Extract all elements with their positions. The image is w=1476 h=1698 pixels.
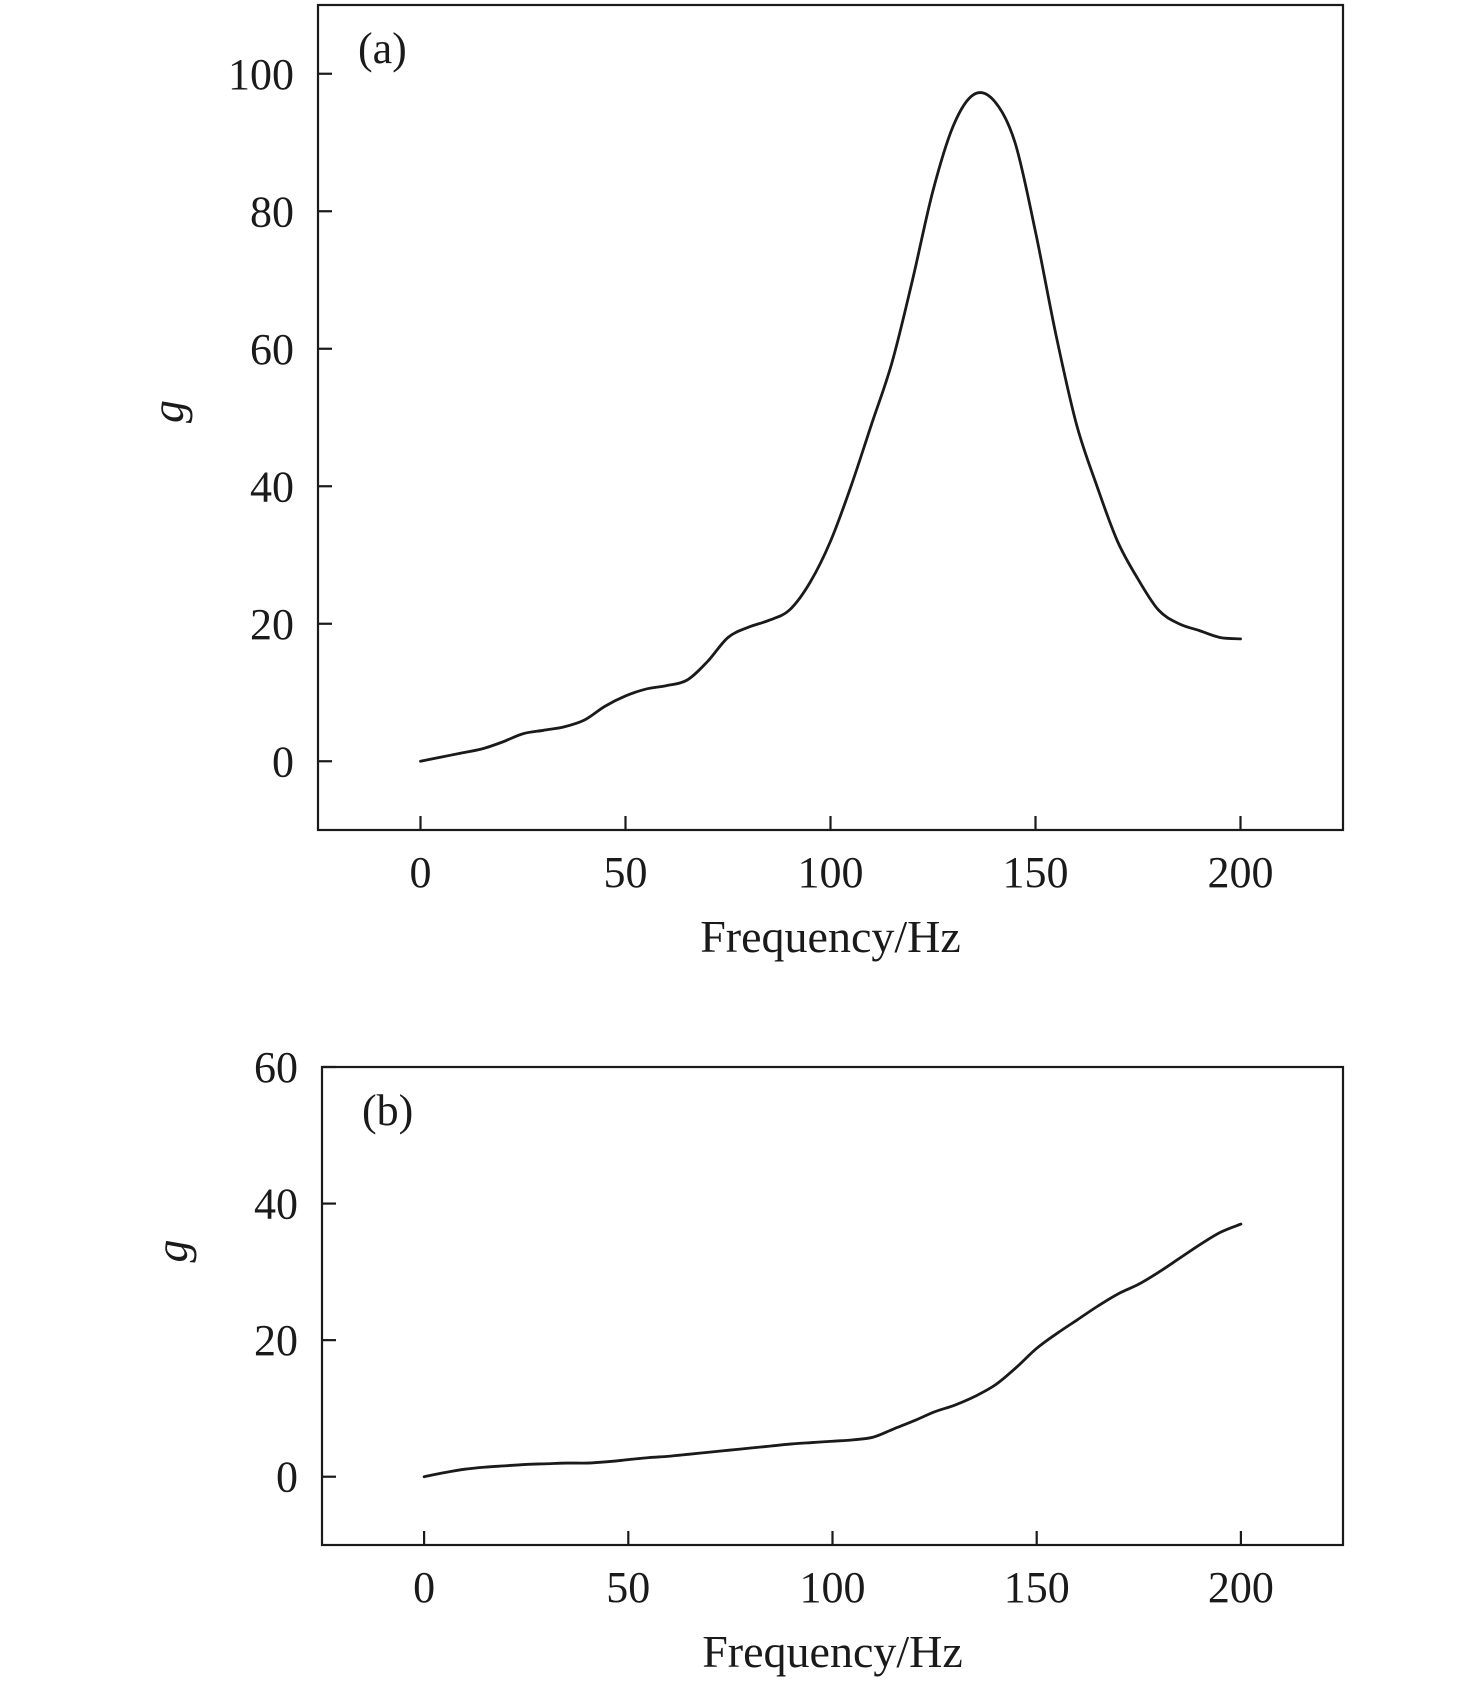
- y-tick-label: 40: [250, 462, 294, 511]
- series-line: [422, 1222, 1243, 1479]
- y-axis-title: g: [142, 400, 193, 423]
- y-tick-label: 20: [254, 1316, 298, 1365]
- x-axis-title: Frequency/Hz: [700, 911, 961, 962]
- x-axis-title: Frequency/Hz: [702, 1626, 963, 1677]
- x-tick-label: 150: [1003, 848, 1069, 897]
- panel-label: (b): [362, 1086, 413, 1135]
- y-tick-label: 60: [250, 325, 294, 374]
- y-tick-label: 80: [250, 187, 294, 236]
- y-tick-label: 60: [254, 1043, 298, 1092]
- x-tick-label: 50: [604, 848, 648, 897]
- plot-frame: [316, 3, 1345, 832]
- y-tick-label: 100: [228, 50, 294, 99]
- x-tick-label: 200: [1208, 1563, 1274, 1612]
- chart-panel-a: 0 50 100 150 200 0 20 40 60 80 100 (a) Frequency/Hz g: [142, 3, 1345, 962]
- x-tick-label: 0: [410, 848, 432, 897]
- x-tick-label: 50: [606, 1563, 650, 1612]
- y-axis-title: g: [146, 1240, 197, 1263]
- x-tick-label: 0: [413, 1563, 435, 1612]
- x-tick-label: 100: [798, 848, 864, 897]
- panel-label: (a): [358, 24, 407, 73]
- y-tick-label: 0: [276, 1453, 298, 1502]
- series-line: [419, 91, 1242, 763]
- y-tick-label: 0: [272, 737, 294, 786]
- chart-panel-b: 0 50 100 150 200 0 20 40 60 (b) Frequency/Hz g: [146, 1043, 1345, 1677]
- x-tick-label: 150: [1004, 1563, 1070, 1612]
- y-tick-label: 40: [254, 1180, 298, 1229]
- x-tick-label: 100: [800, 1563, 866, 1612]
- x-tick-label: 200: [1208, 848, 1274, 897]
- y-tick-label: 20: [250, 600, 294, 649]
- plot-frame: [320, 1065, 1345, 1547]
